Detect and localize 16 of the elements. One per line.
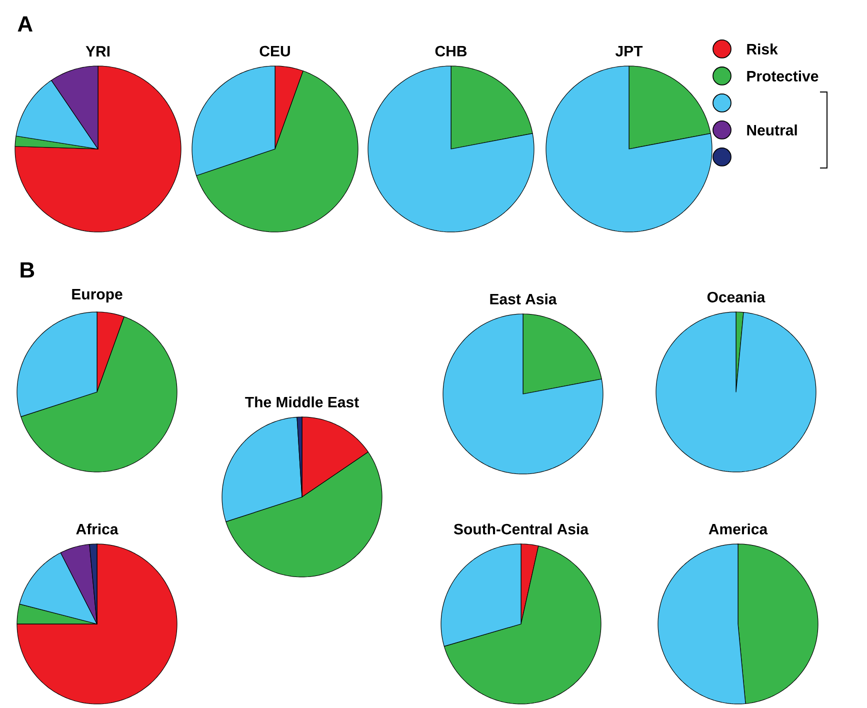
chart-title: YRI xyxy=(86,46,110,56)
chart-title: CEU xyxy=(260,46,290,56)
chart-title: Europe xyxy=(72,289,122,302)
chart-title: Oceania xyxy=(707,291,766,302)
text: B xyxy=(20,262,34,278)
chart-title: America xyxy=(708,523,768,534)
chart-title: Africa xyxy=(76,523,118,534)
text: Neutral xyxy=(747,124,797,136)
chart-title: The Middle East xyxy=(245,396,359,408)
legend-label: Risk xyxy=(747,43,778,54)
chart-title: South-Central Asia xyxy=(454,523,589,534)
legend-label: Protective xyxy=(747,70,818,82)
chart-title: East Asia xyxy=(490,293,557,304)
text: A xyxy=(18,16,33,32)
chart-title: CHB xyxy=(435,46,467,56)
chart-title: JPT xyxy=(615,46,643,56)
